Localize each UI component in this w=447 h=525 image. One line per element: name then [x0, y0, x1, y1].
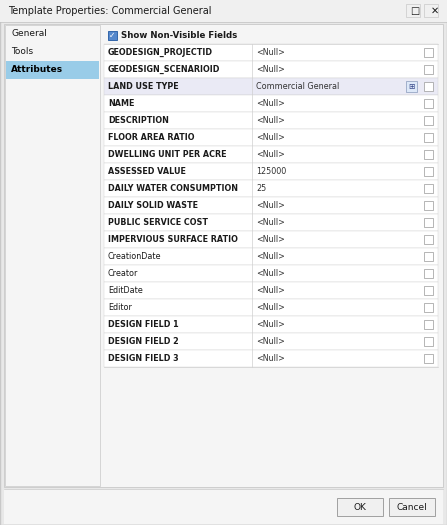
Text: □: □	[410, 6, 420, 16]
Bar	[424, 235, 433, 244]
Bar	[104, 197, 438, 214]
Text: Editor: Editor	[108, 303, 132, 312]
Bar	[4, 489, 443, 524]
Text: DESIGN FIELD 2: DESIGN FIELD 2	[108, 337, 179, 346]
Bar	[108, 30, 117, 39]
Bar	[104, 180, 438, 197]
Text: DESIGN FIELD 3: DESIGN FIELD 3	[108, 354, 179, 363]
Bar	[424, 337, 433, 346]
Text: <Null>: <Null>	[256, 354, 285, 363]
Bar	[104, 129, 438, 146]
Text: DWELLING UNIT PER ACRE: DWELLING UNIT PER ACRE	[108, 150, 227, 159]
Text: ✕: ✕	[431, 6, 439, 16]
Text: <Null>: <Null>	[256, 65, 285, 74]
Bar	[104, 231, 438, 248]
Text: LAND USE TYPE: LAND USE TYPE	[108, 82, 179, 91]
Text: GEODESIGN_SCENARIOID: GEODESIGN_SCENARIOID	[108, 65, 220, 74]
Text: General: General	[11, 29, 47, 38]
Text: <Null>: <Null>	[256, 286, 285, 295]
Bar	[406, 81, 417, 92]
Bar	[424, 167, 433, 176]
Bar	[104, 146, 438, 163]
Text: <Null>: <Null>	[256, 303, 285, 312]
Text: FLOOR AREA RATIO: FLOOR AREA RATIO	[108, 133, 194, 142]
Bar	[104, 214, 438, 231]
Text: Show Non-Visible Fields: Show Non-Visible Fields	[121, 30, 237, 39]
Text: Commercial General: Commercial General	[256, 82, 339, 91]
Text: <Null>: <Null>	[256, 337, 285, 346]
Bar	[424, 252, 433, 261]
Text: ⊞: ⊞	[408, 82, 414, 91]
Bar	[104, 333, 438, 350]
Bar	[104, 265, 438, 282]
Text: <Null>: <Null>	[256, 218, 285, 227]
Bar	[104, 95, 438, 112]
Bar	[389, 498, 435, 516]
Text: <Null>: <Null>	[256, 99, 285, 108]
Bar	[104, 44, 438, 61]
Bar	[0, 0, 447, 22]
Bar	[424, 303, 433, 312]
Bar	[424, 201, 433, 210]
Bar	[406, 4, 420, 17]
Bar	[104, 248, 438, 265]
Text: Template Properties: Commercial General: Template Properties: Commercial General	[8, 6, 211, 16]
Text: Tools: Tools	[11, 47, 33, 57]
Text: CreationDate: CreationDate	[108, 252, 161, 261]
Text: GEODESIGN_PROJECTID: GEODESIGN_PROJECTID	[108, 48, 213, 57]
Bar	[424, 82, 433, 91]
Text: DAILY WATER CONSUMPTION: DAILY WATER CONSUMPTION	[108, 184, 238, 193]
Bar	[424, 116, 433, 125]
Bar	[104, 350, 438, 367]
Text: 125000: 125000	[256, 167, 286, 176]
Text: <Null>: <Null>	[256, 320, 285, 329]
Bar	[6, 61, 99, 79]
Text: Cancel: Cancel	[396, 502, 427, 511]
Text: DESCRIPTION: DESCRIPTION	[108, 116, 169, 125]
Text: ✓: ✓	[110, 30, 116, 39]
Text: Attributes: Attributes	[11, 66, 63, 75]
Text: NAME: NAME	[108, 99, 135, 108]
Text: <Null>: <Null>	[256, 252, 285, 261]
Bar	[424, 286, 433, 295]
Text: <Null>: <Null>	[256, 201, 285, 210]
Bar	[424, 99, 433, 108]
Text: <Null>: <Null>	[256, 235, 285, 244]
Bar	[424, 269, 433, 278]
Text: <Null>: <Null>	[256, 133, 285, 142]
Bar	[104, 112, 438, 129]
Text: DAILY SOLID WASTE: DAILY SOLID WASTE	[108, 201, 198, 210]
Text: <Null>: <Null>	[256, 48, 285, 57]
Bar	[104, 163, 438, 180]
Bar	[424, 65, 433, 74]
Bar	[104, 316, 438, 333]
Bar	[104, 282, 438, 299]
Bar	[337, 498, 383, 516]
Bar	[424, 354, 433, 363]
Bar	[424, 48, 433, 57]
Bar	[104, 26, 438, 44]
Text: ASSESSED VALUE: ASSESSED VALUE	[108, 167, 186, 176]
Text: DESIGN FIELD 1: DESIGN FIELD 1	[108, 320, 179, 329]
Text: <Null>: <Null>	[256, 150, 285, 159]
Bar	[104, 61, 438, 78]
Bar	[424, 218, 433, 227]
Text: Creator: Creator	[108, 269, 139, 278]
Bar	[424, 4, 438, 17]
Text: EditDate: EditDate	[108, 286, 143, 295]
Text: IMPERVIOUS SURFACE RATIO: IMPERVIOUS SURFACE RATIO	[108, 235, 238, 244]
Bar	[5, 25, 100, 486]
Bar	[4, 24, 443, 487]
Bar	[424, 150, 433, 159]
Bar	[424, 133, 433, 142]
Bar	[104, 299, 438, 316]
Text: OK: OK	[354, 502, 367, 511]
Bar	[424, 320, 433, 329]
Bar	[104, 78, 438, 95]
Text: <Null>: <Null>	[256, 269, 285, 278]
Text: 25: 25	[256, 184, 266, 193]
Bar	[424, 184, 433, 193]
Text: <Null>: <Null>	[256, 116, 285, 125]
Text: PUBLIC SERVICE COST: PUBLIC SERVICE COST	[108, 218, 208, 227]
